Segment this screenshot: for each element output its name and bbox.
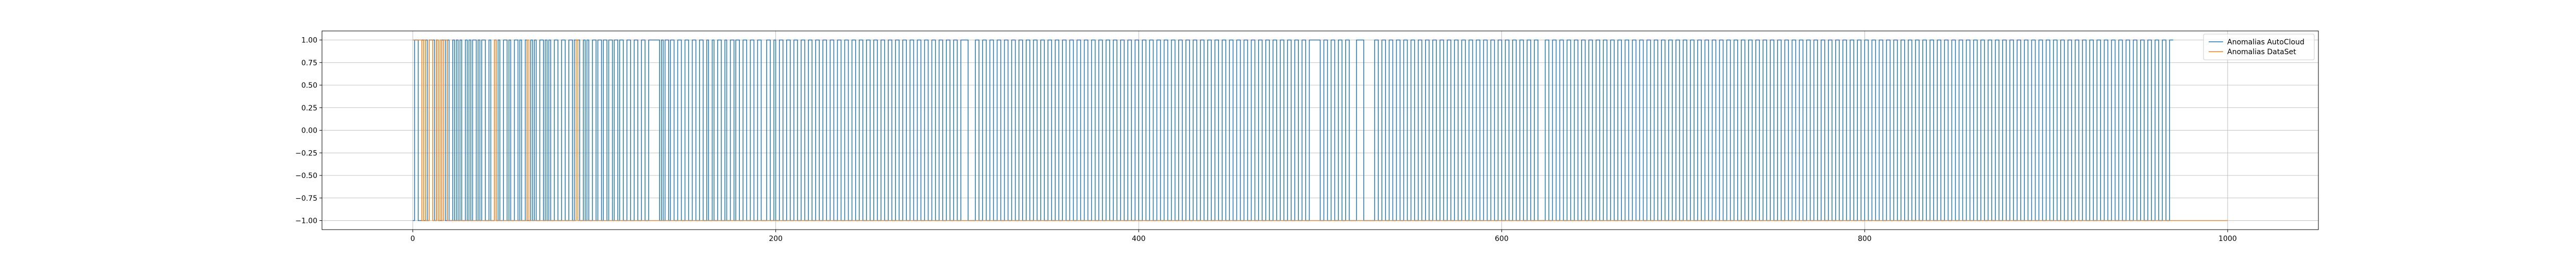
y-tick-label: 0.50 xyxy=(301,82,317,90)
series-layer xyxy=(413,39,2228,221)
x-tick-label: 800 xyxy=(1858,235,1872,243)
y-axis-ticks: 1.00 0.75 0.50 0.25 0.00 −0.25 −0.50 −0.75 −1.00 xyxy=(295,37,322,225)
y-tick-label: −0.50 xyxy=(295,172,317,180)
y-tick-label: 0.00 xyxy=(301,127,317,135)
x-tick-label: 200 xyxy=(769,235,783,243)
y-tick-label: 0.25 xyxy=(301,104,317,112)
y-tick-label: 0.75 xyxy=(301,59,317,67)
x-tick-label: 0 xyxy=(411,235,415,243)
y-tick-label: −0.75 xyxy=(295,195,317,203)
legend-box xyxy=(2203,34,2315,60)
legend-label: Anomalias AutoCloud xyxy=(2227,38,2304,46)
y-tick-label: 1.00 xyxy=(301,37,317,45)
legend: Anomalias AutoCloud Anomalias DataSet xyxy=(2203,34,2315,60)
x-tick-label: 400 xyxy=(1132,235,1146,243)
y-tick-label: −1.00 xyxy=(295,217,317,225)
series-line-dataset xyxy=(413,39,2228,221)
x-tick-label: 1000 xyxy=(2218,235,2237,243)
x-axis-ticks: 0 200 400 600 800 1000 xyxy=(411,230,2237,243)
legend-label: Anomalias DataSet xyxy=(2227,48,2296,56)
x-tick-label: 600 xyxy=(1495,235,1509,243)
y-tick-label: −0.25 xyxy=(295,149,317,157)
